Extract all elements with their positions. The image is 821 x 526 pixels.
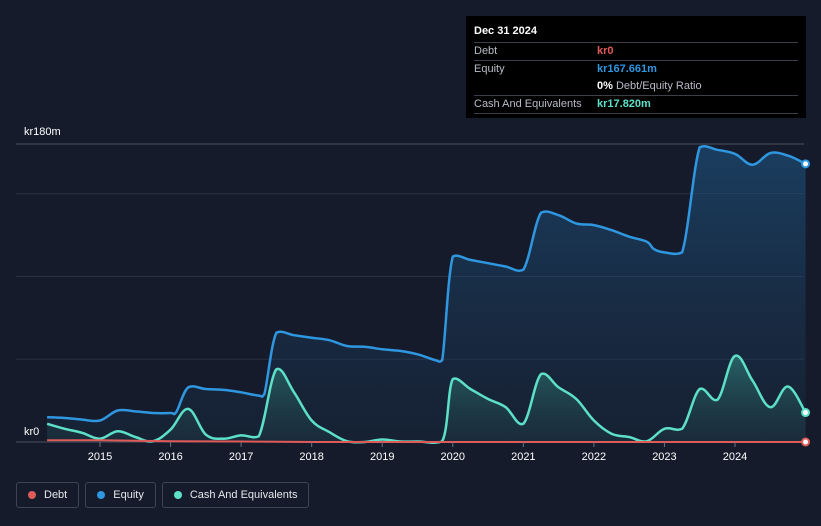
y-label-max: kr180m bbox=[24, 126, 61, 138]
x-tick-label: 2015 bbox=[88, 451, 112, 463]
tooltip-ratio-spacer bbox=[474, 78, 597, 95]
x-tick-label: 2021 bbox=[511, 451, 535, 463]
x-tick-label: 2019 bbox=[370, 451, 394, 463]
tooltip-cash-value: kr17.820m bbox=[597, 98, 651, 110]
tooltip-ratio-value: 0% Debt/Equity Ratio bbox=[597, 78, 702, 95]
tooltip-debt-label: Debt bbox=[474, 45, 498, 57]
x-axis: 2015 2016 2017 2018 2019 2020 2021 2022 2023 2024 bbox=[88, 442, 747, 463]
equity-line bbox=[47, 145, 807, 423]
debt-dot-icon bbox=[28, 491, 36, 499]
cash-and-equivalents-area bbox=[47, 355, 806, 443]
legend-label-debt: Debt bbox=[44, 489, 68, 501]
tooltip-date: Dec 31 2024 bbox=[474, 25, 537, 37]
legend-label-cash: Cash And Equivalents bbox=[189, 489, 298, 501]
legend-label-equity: Equity bbox=[113, 489, 144, 501]
cash-and-equivalents-end-marker bbox=[801, 408, 811, 418]
equity-end-marker bbox=[801, 159, 811, 169]
equity-dot-icon bbox=[97, 491, 106, 499]
tooltip-equity-label: Equity bbox=[474, 63, 505, 75]
legend-item-debt[interactable]: Debt bbox=[16, 482, 80, 508]
equity-area bbox=[47, 146, 806, 442]
x-tick-label: 2018 bbox=[299, 451, 323, 463]
x-tick-label: 2020 bbox=[441, 451, 465, 463]
tooltip-equity-value: kr167.661m bbox=[597, 63, 657, 75]
y-axis-labels: kr180m kr0 bbox=[24, 126, 61, 438]
chart-legend: Debt Equity Cash And Equivalents bbox=[16, 482, 310, 508]
legend-item-equity[interactable]: Equity bbox=[85, 482, 156, 508]
x-tick-label: 2022 bbox=[582, 451, 606, 463]
tooltip-row-ratio: 0% Debt/Equity Ratio bbox=[474, 78, 798, 95]
y-label-min: kr0 bbox=[24, 426, 39, 438]
tooltip-ratio-label: Debt/Equity Ratio bbox=[615, 80, 702, 92]
debt-line bbox=[47, 439, 806, 444]
tooltip-row-equity: Equity kr167.661m bbox=[474, 60, 798, 78]
tooltip-cash-label: Cash And Equivalents bbox=[474, 98, 582, 110]
debt-end-marker bbox=[801, 437, 811, 447]
tooltip-row-debt: Debt kr0 bbox=[474, 42, 798, 60]
tooltip-row-cash: Cash And Equivalents kr17.820m bbox=[474, 95, 798, 114]
tooltip-panel: Dec 31 2024 Debt kr0 Equity kr167.661m 0… bbox=[466, 16, 806, 118]
x-tick-label: 2023 bbox=[652, 451, 676, 463]
x-tick-label: 2024 bbox=[723, 451, 747, 463]
tooltip-debt-value: kr0 bbox=[597, 45, 614, 57]
series-layer bbox=[46, 145, 811, 447]
x-tick-label: 2017 bbox=[229, 451, 253, 463]
x-tick-label: 2016 bbox=[158, 451, 182, 463]
legend-item-cash[interactable]: Cash And Equivalents bbox=[161, 482, 310, 508]
tooltip-ratio-percent: 0% bbox=[597, 80, 613, 92]
cash-dot-icon bbox=[173, 491, 182, 499]
